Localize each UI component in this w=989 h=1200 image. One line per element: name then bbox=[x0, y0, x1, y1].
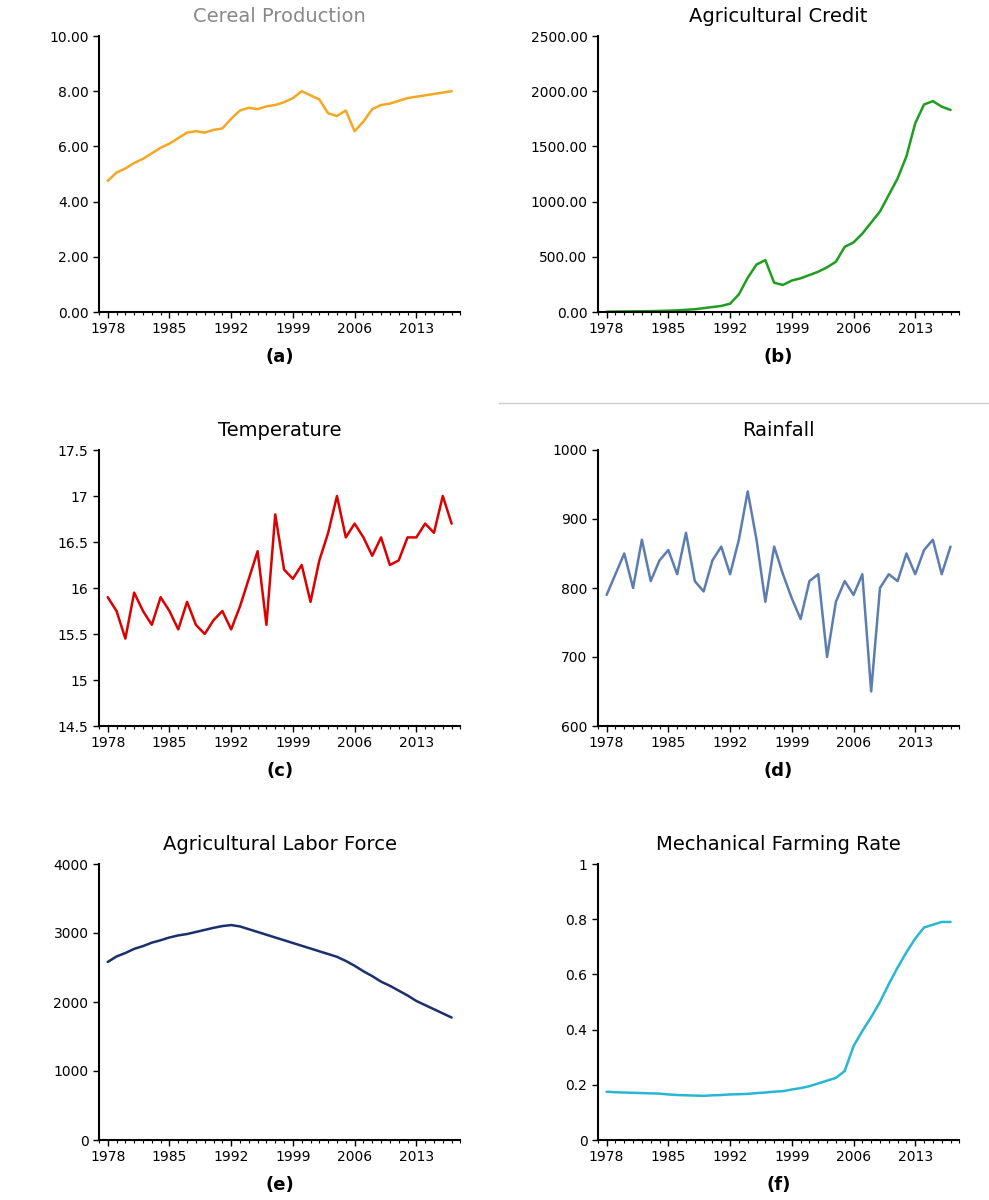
Title: Cereal Production: Cereal Production bbox=[193, 7, 366, 26]
Title: Agricultural Credit: Agricultural Credit bbox=[689, 7, 867, 26]
Text: (b): (b) bbox=[764, 348, 793, 366]
Title: Rainfall: Rainfall bbox=[743, 421, 815, 440]
Text: (a): (a) bbox=[265, 348, 294, 366]
Title: Temperature: Temperature bbox=[218, 421, 341, 440]
Text: (f): (f) bbox=[766, 1176, 791, 1194]
Text: (e): (e) bbox=[265, 1176, 294, 1194]
Text: (d): (d) bbox=[764, 762, 793, 780]
Title: Agricultural Labor Force: Agricultural Labor Force bbox=[162, 835, 397, 854]
Text: (c): (c) bbox=[266, 762, 293, 780]
Title: Mechanical Farming Rate: Mechanical Farming Rate bbox=[656, 835, 901, 854]
